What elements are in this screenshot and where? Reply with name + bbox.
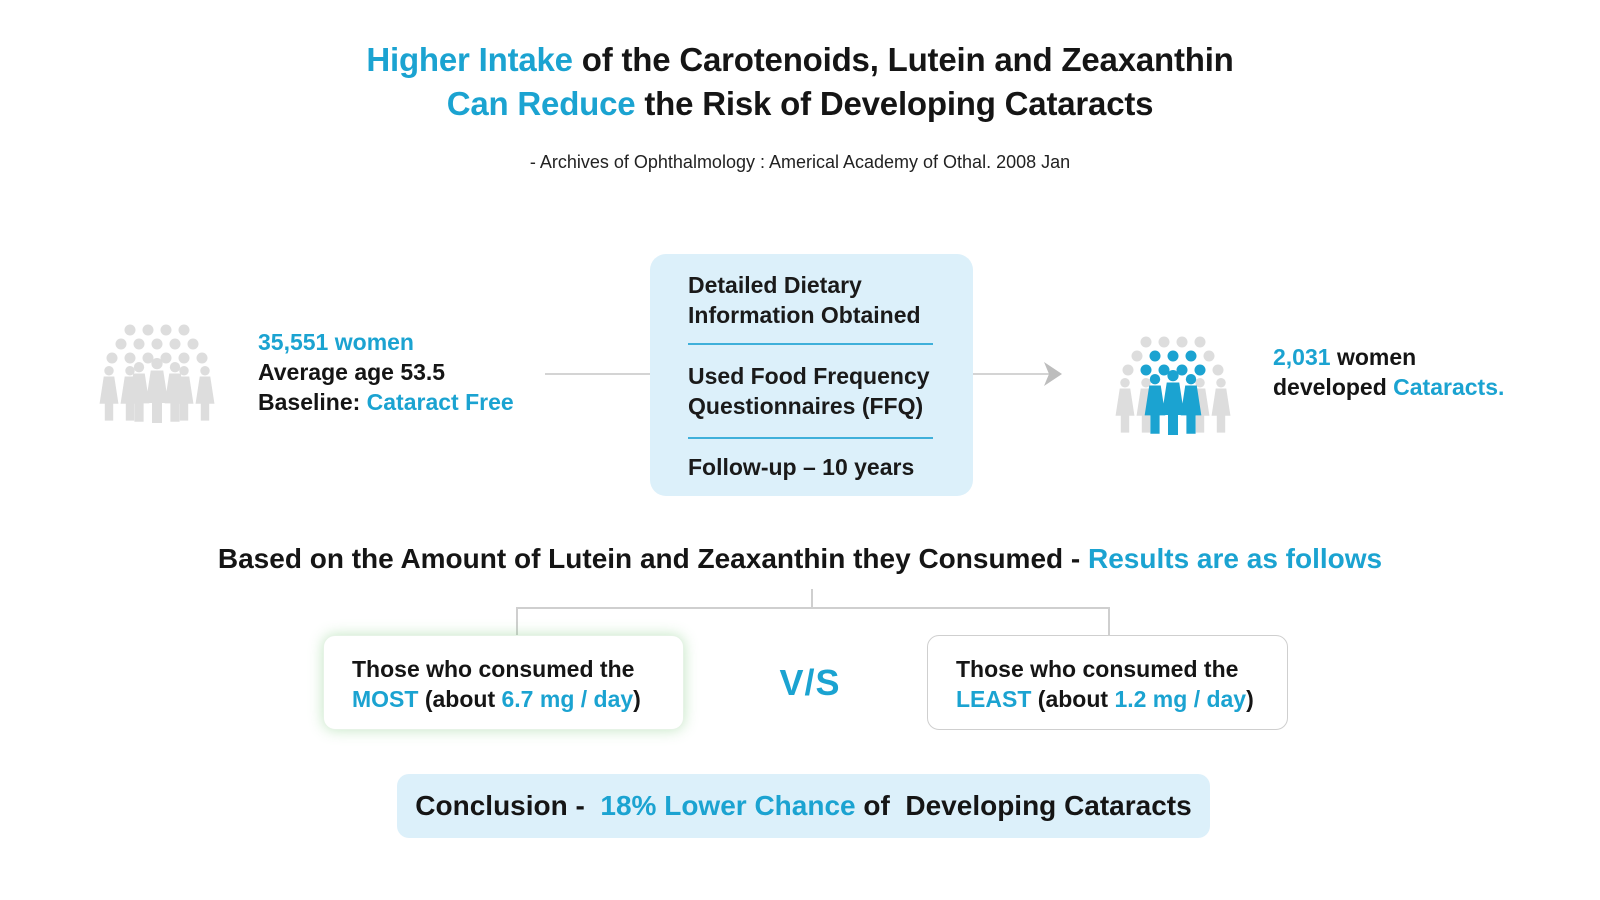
conclusion-rest: of Developing Cataracts xyxy=(855,790,1192,821)
left-count-line: 35,551 women xyxy=(258,327,514,357)
developed-prefix: developed xyxy=(1273,374,1394,400)
divider xyxy=(688,343,933,345)
most-line-1: Those who consumed the xyxy=(352,656,635,682)
connector-left xyxy=(516,607,518,635)
right-developed-line: developed Cataracts. xyxy=(1273,372,1504,402)
most-end: ) xyxy=(633,686,641,712)
title-line-1: Higher Intake of the Carotenoids, Lutein… xyxy=(0,38,1600,82)
baseline-value: Cataract Free xyxy=(366,389,514,415)
least-mid: (about xyxy=(1031,686,1115,712)
least-line-1: Those who consumed the xyxy=(956,656,1239,682)
left-group-stats: 35,551 women Average age 53.5 Baseline: … xyxy=(258,327,514,417)
left-count: 35,551 xyxy=(258,329,329,355)
left-age-line: Average age 53.5 xyxy=(258,359,446,385)
title-highlight-1: Higher Intake xyxy=(366,41,573,78)
women-group-highlighted-icon xyxy=(1112,334,1234,443)
most-line-2: MOST (about 6.7 mg / day) xyxy=(352,684,683,714)
study-item-followup: Follow-up – 10 years xyxy=(688,454,915,480)
developed-value: Cataracts. xyxy=(1393,374,1505,400)
study-item-ffq: Used Food Frequency Questionnaires (FFQ) xyxy=(688,363,930,419)
arrow-line-right xyxy=(972,373,1052,375)
page-title: Higher Intake of the Carotenoids, Lutein… xyxy=(0,38,1600,126)
women-group-icon xyxy=(96,322,218,431)
least-level: LEAST xyxy=(956,686,1032,712)
left-count-label: women xyxy=(328,329,414,355)
least-amount: 1.2 mg / day xyxy=(1114,686,1247,712)
most-mid: (about xyxy=(418,686,502,712)
divider xyxy=(688,437,933,439)
results-heading: Based on the Amount of Lutein and Zeaxan… xyxy=(0,543,1600,575)
study-info-box: Detailed Dietary Information Obtained Us… xyxy=(650,254,973,496)
baseline-label: Baseline: xyxy=(258,389,367,415)
results-heading-text: Based on the Amount of Lutein and Zeaxan… xyxy=(217,543,1088,574)
conclusion-label: Conclusion - xyxy=(415,790,601,821)
versus-label: V/S xyxy=(779,662,841,703)
most-consumed-box: Those who consumed the MOST (about 6.7 m… xyxy=(323,635,684,730)
arrow-right-icon xyxy=(1044,362,1062,391)
title-rest-2: the Risk of Developing Cataracts xyxy=(635,85,1154,122)
connector-bar xyxy=(516,607,1109,609)
connector-right xyxy=(1108,607,1110,635)
left-baseline-line: Baseline: Cataract Free xyxy=(258,387,514,417)
arrow-line-left xyxy=(545,373,650,375)
title-highlight-2: Can Reduce xyxy=(446,85,636,122)
conclusion-highlight: 18% Lower Chance xyxy=(600,790,856,821)
most-amount: 6.7 mg / day xyxy=(501,686,634,712)
right-group-stats: 2,031 women developed Cataracts. xyxy=(1273,342,1504,402)
right-count-line: 2,031 women xyxy=(1273,342,1504,372)
right-count-label: women xyxy=(1330,344,1417,370)
conclusion-box: Conclusion - 18% Lower Chance of Develop… xyxy=(397,774,1210,838)
title-rest-1: of the Carotenoids, Lutein and Zeaxanthi… xyxy=(572,41,1234,78)
most-level: MOST xyxy=(352,686,419,712)
source-citation: - Archives of Ophthalmology : Americal A… xyxy=(529,152,1071,172)
study-item-dietary: Detailed Dietary Information Obtained xyxy=(688,272,921,328)
least-end: ) xyxy=(1246,686,1254,712)
results-heading-highlight: Results are as follows xyxy=(1088,543,1383,574)
title-line-2: Can Reduce the Risk of Developing Catara… xyxy=(0,82,1600,126)
connector-stem xyxy=(811,589,813,608)
least-line-2: LEAST (about 1.2 mg / day) xyxy=(956,684,1287,714)
right-count: 2,031 xyxy=(1273,344,1331,370)
least-consumed-box: Those who consumed the LEAST (about 1.2 … xyxy=(927,635,1288,730)
